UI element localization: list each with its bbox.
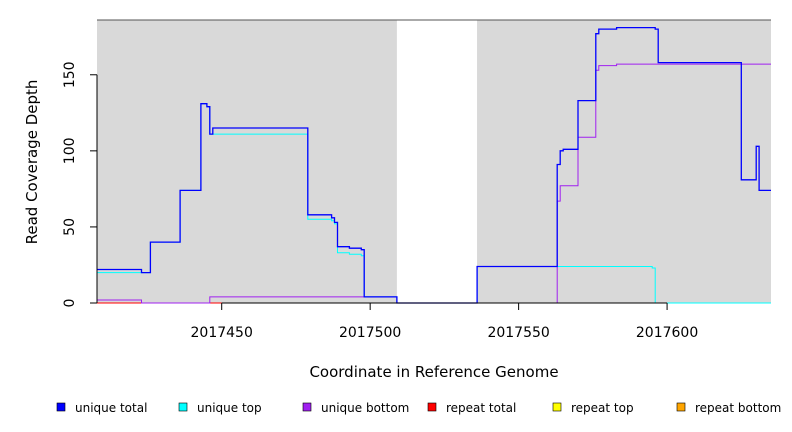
legend-swatch <box>302 402 312 412</box>
legend-item-unique-top: unique top <box>178 401 262 415</box>
legend-label: repeat total <box>446 401 516 415</box>
legend-item-unique-total: unique total <box>56 401 147 415</box>
shaded-region-0 <box>97 20 397 303</box>
legend-swatch <box>552 402 562 412</box>
y-tick-label-100: 100 <box>62 137 78 164</box>
legend-label: repeat bottom <box>695 401 781 415</box>
y-tick-label-50: 50 <box>62 218 78 236</box>
legend-item-repeat-top: repeat top <box>552 401 634 415</box>
y-tick-label-0: 0 <box>62 299 78 308</box>
legend-swatch <box>56 402 66 412</box>
x-axis-label: Coordinate in Reference Genome <box>309 363 558 381</box>
y-tick-label-150: 150 <box>62 61 78 88</box>
legend-label: repeat top <box>571 401 634 415</box>
legend-item-unique-bottom: unique bottom <box>302 401 409 415</box>
x-tick-label-2017450: 2017450 <box>191 325 253 341</box>
axes: 0 50 100 150 2017450 2017500 2017550 2017600 <box>62 61 698 341</box>
legend-swatch <box>178 402 188 412</box>
legend-swatch <box>427 402 437 412</box>
legend-item-repeat-bottom: repeat bottom <box>676 401 781 415</box>
legend-swatch <box>676 402 686 412</box>
series-line-unique-bottom <box>97 63 771 304</box>
series-line-unique-total <box>97 26 771 304</box>
legend-label: unique bottom <box>321 401 409 415</box>
legend-label: unique total <box>75 401 147 415</box>
x-tick-label-2017550: 2017550 <box>487 325 549 341</box>
plot-panel <box>97 19 771 303</box>
legend-label: unique top <box>197 401 262 415</box>
shaded-region-1 <box>477 20 771 303</box>
legend-item-repeat-total: repeat total <box>427 401 516 415</box>
x-tick-label-2017600: 2017600 <box>636 325 698 341</box>
x-tick-label-2017500: 2017500 <box>339 325 401 341</box>
y-axis-label: Read Coverage Depth <box>23 80 41 245</box>
legend: unique total unique top unique bottom repea… <box>56 401 781 415</box>
